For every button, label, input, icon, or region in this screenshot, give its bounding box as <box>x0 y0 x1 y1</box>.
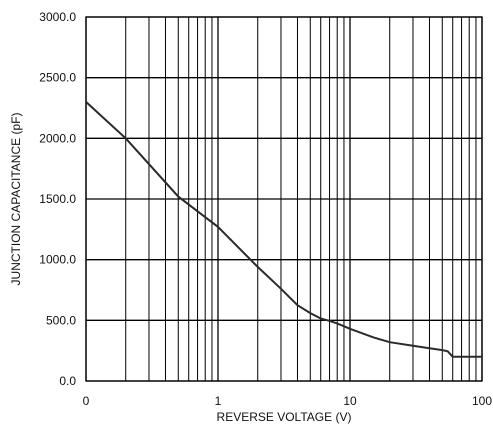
capacitance-curve <box>85 101 482 358</box>
major-gridlines <box>85 16 483 382</box>
y-tick-label: 2000.0 <box>39 131 76 145</box>
x-tick-label: 100 <box>472 394 492 408</box>
y-tick-label: 1500.0 <box>39 192 76 206</box>
x-tick-labels: 0 1 10 100 <box>83 394 493 408</box>
y-tick-labels: 0.0 500.0 1000.0 1500.0 2000.0 2500.0 3000.0 <box>39 10 76 388</box>
y-tick-label: 2500.0 <box>39 71 76 85</box>
y-tick-label: 1000.0 <box>39 253 76 267</box>
x-tick-label: 10 <box>343 394 357 408</box>
y-axis-label: JUNCTION CAPACITANCE (pF) <box>9 113 23 286</box>
x-axis-label: REVERSE VOLTAGE (V) <box>217 410 352 424</box>
y-tick-label: 0.0 <box>59 374 76 388</box>
y-tick-label: 3000.0 <box>39 10 76 24</box>
x-tick-label: 1 <box>215 394 222 408</box>
y-tick-label: 500.0 <box>46 313 76 327</box>
x-tick-label: 0 <box>83 394 90 408</box>
plot-frame <box>85 16 483 382</box>
